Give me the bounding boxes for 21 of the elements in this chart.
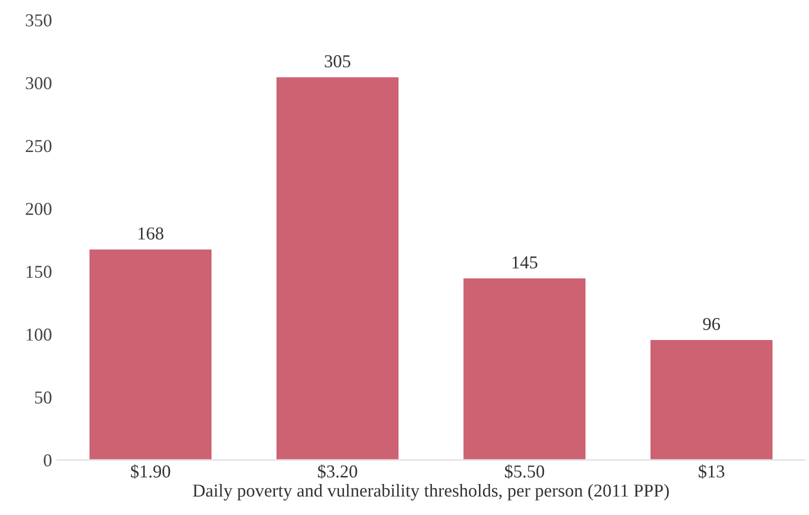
- y-tick-label: 200: [26, 202, 52, 216]
- x-tick-label: $13: [698, 464, 724, 479]
- x-tick-label: $3.20: [318, 464, 358, 479]
- bar: [462, 277, 587, 460]
- bar: [275, 76, 400, 460]
- data-label: 96: [703, 318, 720, 330]
- y-tick-label: 300: [26, 77, 52, 90]
- data-label: 145: [512, 256, 538, 268]
- x-tick-label: $5.50: [504, 464, 544, 479]
- y-tick-label: 0: [44, 454, 52, 466]
- bar: [649, 338, 774, 460]
- bar: [88, 248, 213, 460]
- y-tick-label: 50: [35, 391, 52, 404]
- data-label: 168: [138, 227, 164, 240]
- y-tick-label: 150: [26, 266, 52, 278]
- y-tick-label: 250: [26, 140, 52, 152]
- x-tick-label: $1.90: [130, 464, 170, 479]
- y-tick-label: 350: [26, 14, 52, 26]
- y-tick-label: 100: [26, 328, 52, 341]
- x-axis-title: Daily poverty and vulnerability thresholds, per person (2011 PPP): [192, 484, 669, 500]
- data-label: 305: [324, 55, 350, 68]
